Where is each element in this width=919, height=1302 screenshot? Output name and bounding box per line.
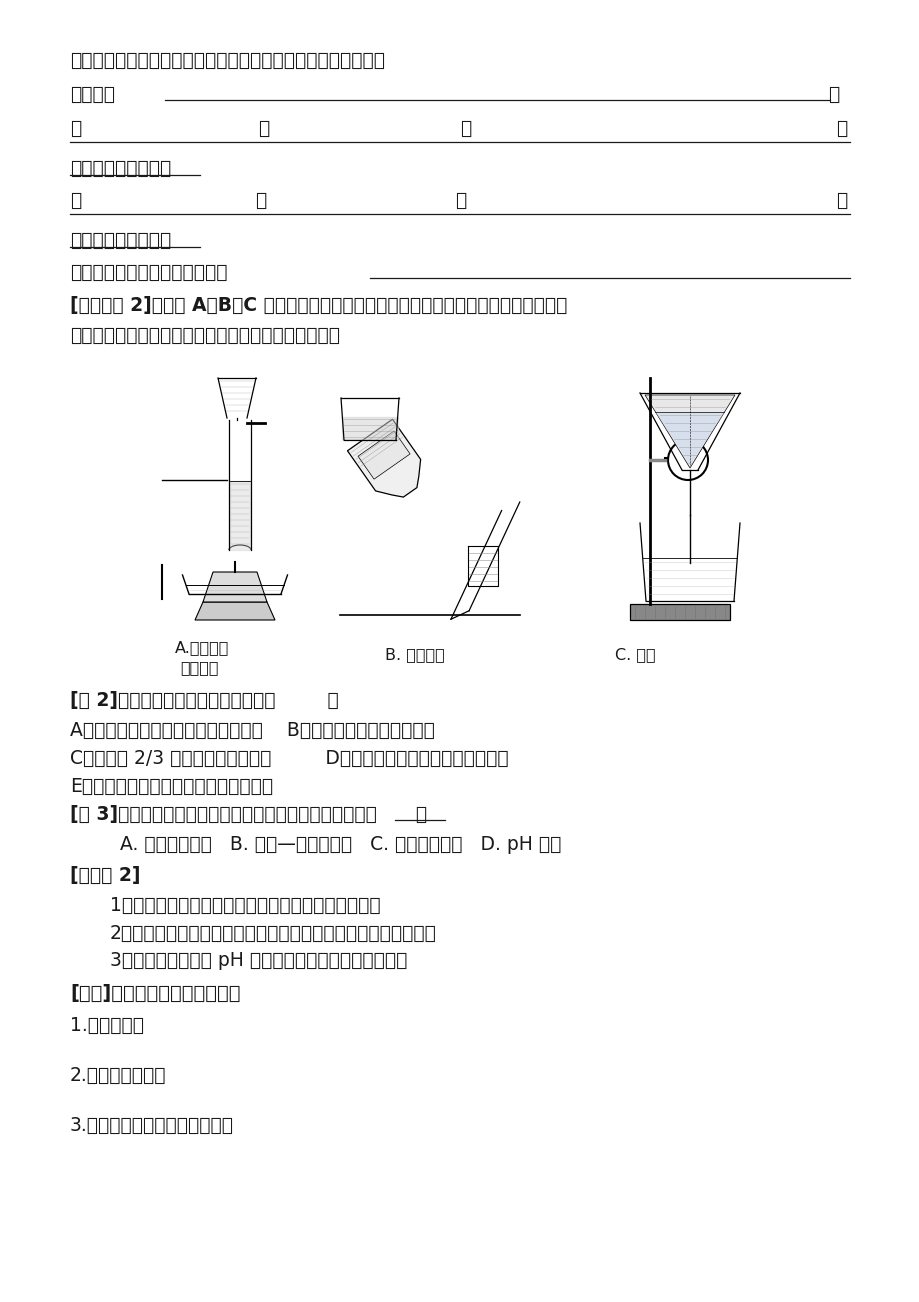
Text: [问题组 2]: [问题组 2] — [70, 866, 141, 884]
Text: A. 红色石蕊试纸   B. 淀粉—碘化钾试纸   C. 蓝色石蕊试纸   D. pH 试纸: A. 红色石蕊试纸 B. 淀粉—碘化钾试纸 C. 蓝色石蕊试纸 D. pH 试纸 — [119, 836, 561, 854]
Text: 1.试剂的取用: 1.试剂的取用 — [70, 1016, 144, 1035]
Text: C、给盛有 2/3 体积液体的试管加热         D、倾倒液体时试剂瓶标签面向手心: C、给盛有 2/3 体积液体的试管加热 D、倾倒液体时试剂瓶标签面向手心 — [70, 749, 508, 767]
Text: ＿＿＿＿＿＿＿＿。: ＿＿＿＿＿＿＿＿。 — [70, 159, 171, 177]
Text: [例 2]：下列有关实验操作错误的是（        ）: [例 2]：下列有关实验操作错误的是（ ） — [70, 690, 338, 710]
Polygon shape — [644, 395, 734, 467]
Text: [变式练习 2]下图中 A、B、C 分别是三种实验操作示意图。指出它们是否正确？如不正确，: [变式练习 2]下图中 A、B、C 分别是三种实验操作示意图。指出它们是否正确？… — [70, 296, 567, 315]
Text: 1．简述实验室取用固体和液体药品方法及注意事项。: 1．简述实验室取用固体和液体药品方法及注意事项。 — [110, 896, 380, 914]
Polygon shape — [203, 572, 267, 602]
Polygon shape — [195, 602, 275, 620]
Text: 逐一指出各有哪些错误？分别说明原因，并加以改正。: 逐一指出各有哪些错误？分别说明原因，并加以改正。 — [70, 326, 340, 345]
Polygon shape — [654, 413, 724, 465]
Text: A.给试管里: A.给试管里 — [175, 641, 229, 655]
Text: 发: 发 — [255, 190, 266, 210]
Text: ，: ， — [827, 85, 838, 103]
Text: ：: ： — [835, 118, 846, 138]
Text: 滤: 滤 — [257, 118, 269, 138]
Text: 2.玻璃仪器的洗涤: 2.玻璃仪器的洗涤 — [70, 1065, 166, 1085]
Text: 时: 时 — [460, 118, 471, 138]
Text: 3．请完整的叙述用 pH 试纸测量溶液的酸碱性的过程。: 3．请完整的叙述用 pH 试纸测量溶液的酸碱性的过程。 — [110, 952, 407, 970]
Text: ：: ： — [835, 190, 846, 210]
Polygon shape — [342, 417, 398, 439]
Polygon shape — [347, 419, 420, 497]
Text: 完成该实验还需用到的仪器有：: 完成该实验还需用到的仪器有： — [70, 263, 227, 281]
Text: 3.常见指示剂（或试纸）的使用: 3.常见指示剂（或试纸）的使用 — [70, 1116, 233, 1134]
Polygon shape — [357, 431, 410, 479]
Text: [小结]：二、化学实验基本操作: [小结]：二、化学实验基本操作 — [70, 983, 240, 1003]
Polygon shape — [630, 604, 729, 620]
Text: ＿＿＿＿＿＿＿＿。: ＿＿＿＿＿＿＿＿。 — [70, 230, 171, 250]
Polygon shape — [230, 480, 250, 549]
Text: 溶解时：: 溶解时： — [70, 85, 115, 103]
Text: B. 倾倒试剂: B. 倾倒试剂 — [384, 647, 444, 663]
Text: [例 3]：下列各种试纸，在使用时事先不能用水润湿的是（      ）: [例 3]：下列各种试纸，在使用时事先不能用水润湿的是（ ） — [70, 805, 426, 823]
Text: C. 过滤: C. 过滤 — [614, 647, 655, 663]
Text: 都要用到玻璃棒，分别说明在这三种情况下使用玻璃棒的目的：: 都要用到玻璃棒，分别说明在这三种情况下使用玻璃棒的目的： — [70, 51, 384, 69]
Text: E、用热的纯碱溶液清洗沾有油污的试管: E、用热的纯碱溶液清洗沾有油污的试管 — [70, 776, 273, 796]
Text: 液体加热: 液体加热 — [180, 660, 219, 676]
Text: 2．中学化学常见的试纸有哪几种？它们各自的使用范围是什么？: 2．中学化学常见的试纸有哪几种？它们各自的使用范围是什么？ — [110, 923, 437, 943]
Text: 时: 时 — [455, 190, 466, 210]
Text: A、用药匙取用粉末状或小颗粒状固体    B、用胶头滴管滴加少量液体: A、用药匙取用粉末状或小颗粒状固体 B、用胶头滴管滴加少量液体 — [70, 720, 435, 740]
Text: 过: 过 — [70, 118, 81, 138]
Text: 蒸: 蒸 — [70, 190, 81, 210]
